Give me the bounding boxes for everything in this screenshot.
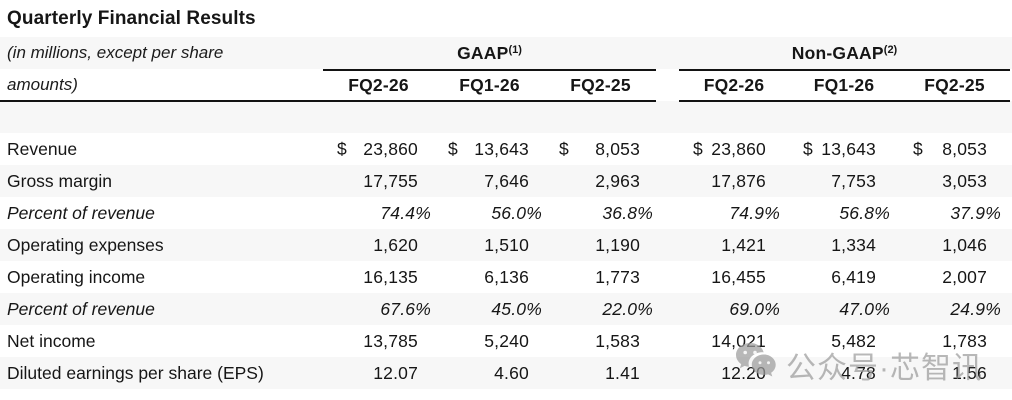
table-row-gross-margin-percent: Percent of revenue 74.4% 56.0% 36.8% 74.… xyxy=(0,197,1012,229)
units-note-line2: amounts) xyxy=(7,75,78,94)
value-cell: 7,753 xyxy=(831,171,876,191)
row-label: Net income xyxy=(7,330,96,351)
non-gaap-group-top-rule xyxy=(679,69,1010,71)
row-label: Revenue xyxy=(7,138,78,159)
value-cell: 24.9% xyxy=(950,299,1001,319)
value-cell: $13,643 xyxy=(789,133,899,165)
quarter-header-row: amounts) FQ2-26 FQ1-26 FQ2-25 FQ2-26 FQ1… xyxy=(0,69,1012,101)
value-cell: 1,510 xyxy=(484,235,529,255)
gaap-col-fq2-26: FQ2-26 xyxy=(348,74,409,95)
table-row-operating-income: Operating income 16,135 6,136 1,773 16,4… xyxy=(0,261,1012,293)
value-cell: 3,053 xyxy=(942,171,987,191)
gaap-col-fq1-26: FQ1-26 xyxy=(459,74,520,95)
value-cell: 2,007 xyxy=(942,267,987,287)
dollar-sign: $ xyxy=(337,139,347,159)
value-cell: 36.8% xyxy=(602,203,653,223)
non-gaap-col-fq1-26: FQ1-26 xyxy=(813,74,875,95)
value-cell: $8,053 xyxy=(899,133,1010,165)
value-cell: 45.0% xyxy=(491,299,542,319)
value-cell: 6,419 xyxy=(831,267,876,287)
gaap-group-header: GAAP(1) xyxy=(323,43,656,64)
value-cell: 74.9% xyxy=(729,203,780,223)
value-cell: 1.56 xyxy=(952,363,987,383)
row-label: Percent of revenue xyxy=(7,298,155,319)
value-cell: 2,963 xyxy=(595,171,640,191)
value-cell: 6,136 xyxy=(484,267,529,287)
table-row-diluted-eps: Diluted earnings per share (EPS) 12.07 4… xyxy=(0,357,1012,389)
value-cell: 1,783 xyxy=(942,331,987,351)
dollar-sign: $ xyxy=(448,139,458,159)
value-cell: 56.0% xyxy=(491,203,542,223)
group-header-row: (in millions, except per share GAAP(1) N… xyxy=(0,37,1012,69)
value-cell: 56.8% xyxy=(839,203,890,223)
value-cell: 67.6% xyxy=(380,299,431,319)
value-cell: 5,240 xyxy=(484,331,529,351)
dollar-sign: $ xyxy=(913,139,923,159)
value-cell: $13,643 xyxy=(434,133,545,165)
table-row-operating-income-percent: Percent of revenue 67.6% 45.0% 22.0% 69.… xyxy=(0,293,1012,325)
value-cell: 37.9% xyxy=(950,203,1001,223)
gaap-group-top-rule xyxy=(323,69,656,71)
non-gaap-col-fq2-26: FQ2-26 xyxy=(703,74,765,95)
value-cell: 1.41 xyxy=(605,363,640,383)
value-cell: 16,135 xyxy=(363,267,418,287)
non-gaap-footnote-ref: (2) xyxy=(883,43,898,56)
row-label: Operating expenses xyxy=(7,234,164,255)
table-row-gross-margin: Gross margin 17,755 7,646 2,963 17,876 7… xyxy=(0,165,1012,197)
spacer-row xyxy=(0,101,1012,133)
non-gaap-group-header: Non-GAAP(2) xyxy=(679,43,1010,64)
value-cell: $23,860 xyxy=(323,133,434,165)
dollar-sign: $ xyxy=(559,139,569,159)
units-note-line1: (in millions, except per share xyxy=(7,43,224,62)
value-cell: $8,053 xyxy=(545,133,656,165)
gaap-col-fq2-25: FQ2-25 xyxy=(570,74,631,95)
value-cell: 17,755 xyxy=(363,171,418,191)
value-cell: 13,785 xyxy=(363,331,418,351)
table-row-operating-expenses: Operating expenses 1,620 1,510 1,190 1,4… xyxy=(0,229,1012,261)
value-cell: $23,860 xyxy=(679,133,789,165)
value-cell: 4.60 xyxy=(494,363,529,383)
title-row: Quarterly Financial Results xyxy=(0,0,1012,37)
value-cell: 14,021 xyxy=(711,331,766,351)
row-label: Operating income xyxy=(7,266,146,287)
value-cell: 12.07 xyxy=(373,363,418,383)
table-row-net-income: Net income 13,785 5,240 1,583 14,021 5,4… xyxy=(0,325,1012,357)
value-cell: 1,190 xyxy=(595,235,640,255)
dollar-sign: $ xyxy=(693,139,703,159)
non-gaap-label: Non-GAAP xyxy=(791,42,884,63)
non-gaap-col-fq2-25: FQ2-25 xyxy=(924,74,985,95)
row-label: Diluted earnings per share (EPS) xyxy=(7,362,264,383)
row-label: Gross margin xyxy=(7,170,113,191)
dollar-sign: $ xyxy=(803,139,813,159)
value-cell: 17,876 xyxy=(711,171,766,191)
table-row-revenue: Revenue $23,860 $13,643 $8,053 $23,860 $… xyxy=(0,133,1012,165)
row-label: Percent of revenue xyxy=(7,202,155,223)
value-cell: 1,046 xyxy=(942,235,987,255)
value-cell: 1,620 xyxy=(373,235,418,255)
gaap-footnote-ref: (1) xyxy=(508,43,522,56)
value-cell: 1,583 xyxy=(595,331,640,351)
gaap-label: GAAP xyxy=(457,42,509,63)
value-cell: 12.20 xyxy=(721,363,766,383)
value-cell: 4.78 xyxy=(841,363,876,383)
value-cell: 1,334 xyxy=(831,235,876,255)
value-cell: 1,421 xyxy=(721,235,766,255)
value-cell: 47.0% xyxy=(839,299,890,319)
header-bottom-rule-right xyxy=(679,100,1010,102)
value-cell: 69.0% xyxy=(729,299,780,319)
page-title: Quarterly Financial Results xyxy=(7,7,256,29)
value-cell: 22.0% xyxy=(602,299,653,319)
value-cell: 16,455 xyxy=(711,267,766,287)
value-cell: 74.4% xyxy=(380,203,431,223)
value-cell: 1,773 xyxy=(595,267,640,287)
header-bottom-rule-left xyxy=(0,100,656,102)
value-cell: 7,646 xyxy=(484,171,529,191)
value-cell: 5,482 xyxy=(831,331,876,351)
